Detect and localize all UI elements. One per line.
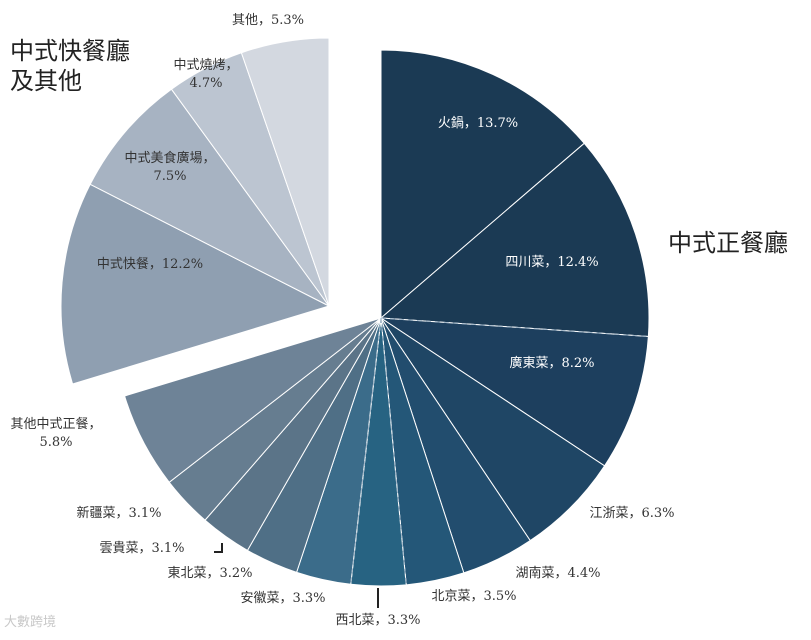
slice-label-1: 四川菜，12.4% [505, 255, 598, 270]
pie-slice-12 [60, 183, 331, 385]
pie-slice-13 [89, 88, 330, 307]
slice-label-8: 東北菜，3.2% [167, 565, 252, 581]
slice-label-2: 廣東菜，8.2% [509, 355, 594, 371]
slice-label-7: 安徽菜，3.3% [240, 591, 325, 606]
slice-label-3: 江浙菜，6.3% [589, 506, 674, 521]
pie-slice-0 [380, 49, 585, 320]
pie-slice-15 [240, 37, 330, 307]
slice-label-9: 雲貴菜，3.1% [99, 541, 184, 556]
slice-label-10: 新疆菜，3.1% [76, 505, 161, 521]
group-title-formal-dining: 中式正餐廳 [668, 229, 788, 257]
slice-label-12: 中式快餐，12.2% [97, 256, 203, 272]
slice-label-15: 其他，5.3% [232, 13, 304, 28]
slice-label-13: 中式美食廣場， 7.5% [124, 150, 215, 184]
watermark-text: 大數跨境 [4, 615, 57, 630]
slice-label-11: 其他中式正餐， 5.8% [10, 416, 101, 450]
pie-slice-11 [123, 317, 382, 483]
pie-slice-2 [379, 317, 649, 467]
pie-slice-1 [379, 142, 650, 338]
slice-label-5: 北京菜，3.5% [431, 589, 516, 604]
group-title-fast-food-and-others: 中式快餐廳 及其他 [10, 37, 130, 95]
slice-label-14: 中式燒烤， 4.7% [173, 58, 238, 91]
slice-label-0: 火鍋，13.7% [438, 115, 518, 131]
leader-line-0 [214, 543, 223, 553]
slice-label-4: 湖南菜，4.4% [515, 565, 600, 581]
slice-label-6: 西北菜，3.3% [335, 613, 420, 628]
